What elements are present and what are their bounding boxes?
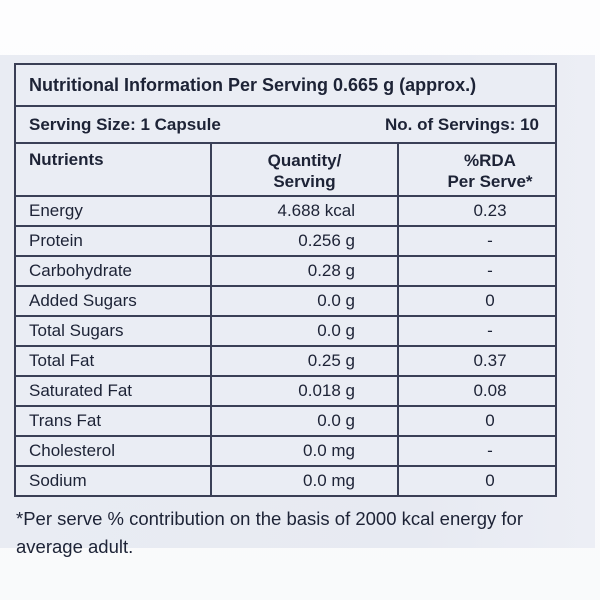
nutrient-quantity: 0.0 g <box>210 317 397 345</box>
nutrient-rda: 0.08 <box>397 377 555 405</box>
nutrient-rda: - <box>397 227 555 255</box>
nutrient-name: Saturated Fat <box>29 381 133 400</box>
nutrient-name: Total Sugars <box>29 321 124 340</box>
nutrient-name: Added Sugars <box>29 291 137 310</box>
table-row: Added Sugars 0.0 g 0 <box>16 285 555 315</box>
rda-footnote-line1: *Per serve % contribution on the basis o… <box>16 508 523 529</box>
nutrient-name: Protein <box>29 231 83 250</box>
nutrient-name: Energy <box>29 201 83 220</box>
table-row: Energy 4.688 kcal 0.23 <box>16 195 555 225</box>
table-row: Total Fat 0.25 g 0.37 <box>16 345 555 375</box>
header-quantity: Quantity/ Serving <box>210 144 397 195</box>
servings-count: No. of Servings: 10 <box>385 115 539 134</box>
table-row: Saturated Fat 0.018 g 0.08 <box>16 375 555 405</box>
nutrient-quantity: 4.688 kcal <box>210 197 397 225</box>
nutrient-rda: 0 <box>397 287 555 315</box>
table-row: Cholesterol 0.0 mg - <box>16 435 555 465</box>
nutrient-name: Trans Fat <box>29 411 102 430</box>
nutrient-quantity: 0.28 g <box>210 257 397 285</box>
nutrient-rda: 0.37 <box>397 347 555 375</box>
table-row: Sodium 0.0 mg 0 <box>16 465 555 495</box>
nutrient-rda: - <box>397 257 555 285</box>
header-rda: %RDA Per Serve* <box>397 144 555 195</box>
nutrient-rda: - <box>397 437 555 465</box>
table-row: Protein 0.256 g - <box>16 225 555 255</box>
nutrient-quantity: 0.0 g <box>210 287 397 315</box>
serving-size: Serving Size: 1 Capsule <box>29 115 221 134</box>
nutrient-quantity: 0.25 g <box>210 347 397 375</box>
nutrition-table: Nutritional Information Per Serving 0.66… <box>14 63 557 497</box>
nutrition-label: Nutritional Information Per Serving 0.66… <box>0 55 595 557</box>
nutrient-rda: - <box>397 317 555 345</box>
nutrient-name: Carbohydrate <box>29 261 133 280</box>
nutrient-quantity: 0.0 g <box>210 407 397 435</box>
table-title: Nutritional Information Per Serving 0.66… <box>29 75 477 95</box>
rda-footnote: *Per serve % contribution on the basis o… <box>16 505 591 561</box>
nutrient-quantity: 0.256 g <box>210 227 397 255</box>
rda-footnote-line2: average adult. <box>16 536 134 557</box>
nutrient-quantity: 0.0 mg <box>210 437 397 465</box>
nutrient-rda: 0 <box>397 467 555 495</box>
table-row: Total Sugars 0.0 g - <box>16 315 555 345</box>
nutrient-quantity: 0.018 g <box>210 377 397 405</box>
table-row: Carbohydrate 0.28 g - <box>16 255 555 285</box>
nutrient-rda: 0 <box>397 407 555 435</box>
serving-info-row: Serving Size: 1 Capsule No. of Servings:… <box>16 105 555 142</box>
nutrient-rda: 0.23 <box>397 197 555 225</box>
nutrient-name: Total Fat <box>29 351 95 370</box>
table-header-row: Nutrients Quantity/ Serving %RDA Per Ser… <box>16 142 555 195</box>
nutrient-quantity: 0.0 mg <box>210 467 397 495</box>
header-nutrients: Nutrients <box>29 150 104 169</box>
nutrient-name: Cholesterol <box>29 441 115 460</box>
nutrient-name: Sodium <box>29 471 87 490</box>
table-row: Trans Fat 0.0 g 0 <box>16 405 555 435</box>
